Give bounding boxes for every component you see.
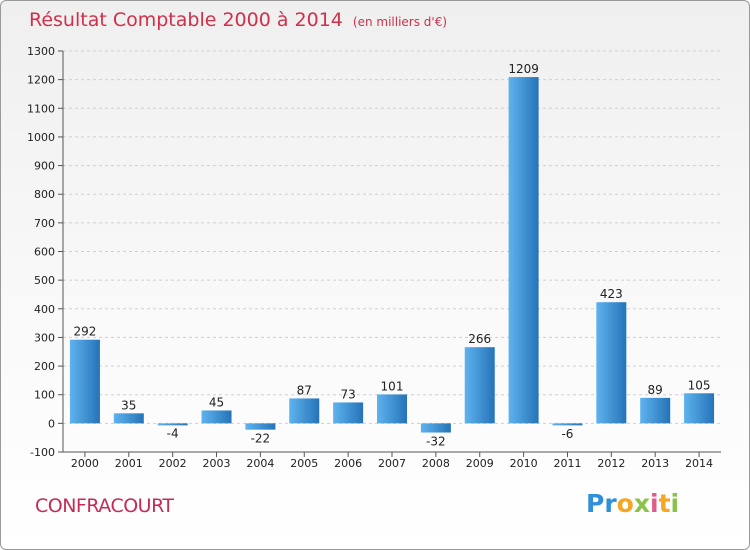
x-tick-label: 2001 <box>115 457 143 470</box>
data-label: 292 <box>73 325 96 339</box>
x-tick-label: 2000 <box>71 457 99 470</box>
logo-letter: t <box>658 489 671 518</box>
y-tick-label: 1000 <box>27 131 55 144</box>
data-label: -4 <box>167 427 179 441</box>
logo-letter: P <box>586 489 605 518</box>
x-tick-label: 2012 <box>597 457 625 470</box>
bar <box>333 402 364 424</box>
data-label: 35 <box>121 398 136 412</box>
bar <box>377 394 407 424</box>
x-tick-label: 2005 <box>290 457 318 470</box>
data-label: 101 <box>381 379 404 393</box>
chart-title: Résultat Comptable 2000 à 2014 (en millie… <box>29 9 447 31</box>
y-tick-label: 800 <box>34 188 55 201</box>
title-text: Résultat Comptable 2000 à 2014 <box>29 9 343 31</box>
x-tick-label: 2004 <box>246 457 274 470</box>
x-tick-label: 2011 <box>553 457 581 470</box>
bar <box>684 393 715 424</box>
y-tick-label: 200 <box>34 360 55 373</box>
axes: -100 0 100 200 300 400 500 600 700 800 900 1000 1100… <box>27 45 721 470</box>
y-tick-label: 1200 <box>27 74 55 87</box>
y-tick-label: 400 <box>34 303 55 316</box>
bars <box>69 77 715 433</box>
y-tick-label: 300 <box>34 331 55 344</box>
bar <box>596 302 627 424</box>
data-label: 423 <box>600 287 623 301</box>
y-tick-label: 1100 <box>27 102 55 115</box>
logo-letter: r <box>604 489 617 518</box>
y-tick-label: -100 <box>30 446 55 459</box>
bar <box>69 339 100 424</box>
logo-letter: i <box>650 489 659 518</box>
bar <box>157 423 188 426</box>
y-tick-label: 700 <box>34 217 55 230</box>
data-label: -6 <box>561 427 573 441</box>
x-tick-label: 2010 <box>510 457 538 470</box>
bar <box>552 423 583 426</box>
data-label: 105 <box>688 378 711 392</box>
data-label: -22 <box>251 432 271 446</box>
y-tick-label: 0 <box>48 417 55 430</box>
bar <box>113 413 144 424</box>
data-label: 1209 <box>508 62 539 76</box>
chart-subtitle: (en milliers d'€) <box>352 15 448 29</box>
bar <box>245 423 276 430</box>
data-label: 87 <box>297 383 312 397</box>
x-tick-label: 2007 <box>378 457 406 470</box>
data-label: 266 <box>468 332 491 346</box>
x-tick-label: 2013 <box>641 457 669 470</box>
bar <box>289 398 320 424</box>
bar <box>420 423 451 433</box>
labels: 292 35 -4 45 -22 87 73 101 -32 266 1209 -6 423 89 105 <box>73 62 710 448</box>
x-tick-label: 2003 <box>203 457 231 470</box>
data-label: 89 <box>648 383 663 397</box>
x-tick-label: 2014 <box>685 457 713 470</box>
y-tick-label: 100 <box>34 389 55 402</box>
x-tick-label: 2002 <box>159 457 187 470</box>
x-tick-label: 2009 <box>466 457 494 470</box>
data-label: 73 <box>340 387 355 401</box>
y-tick-label: 500 <box>34 274 55 287</box>
logo-letter: i <box>670 489 680 518</box>
bar <box>464 347 495 424</box>
bar <box>640 397 671 424</box>
x-tick-label: 2006 <box>334 457 362 470</box>
logo-letter: x <box>633 489 650 518</box>
y-tick-label: 1300 <box>27 45 55 58</box>
x-tick-label: 2008 <box>422 457 450 470</box>
bar <box>508 77 539 424</box>
logo-letter: o <box>616 489 634 518</box>
data-label: -32 <box>426 435 446 449</box>
y-tick-label: 900 <box>34 160 55 173</box>
commune-name: CONFRACOURT <box>35 495 174 517</box>
y-tick-label: 600 <box>34 246 55 259</box>
bar <box>201 410 232 424</box>
data-label: 45 <box>209 395 224 409</box>
proxiti-logo: Proxiti <box>586 489 679 518</box>
